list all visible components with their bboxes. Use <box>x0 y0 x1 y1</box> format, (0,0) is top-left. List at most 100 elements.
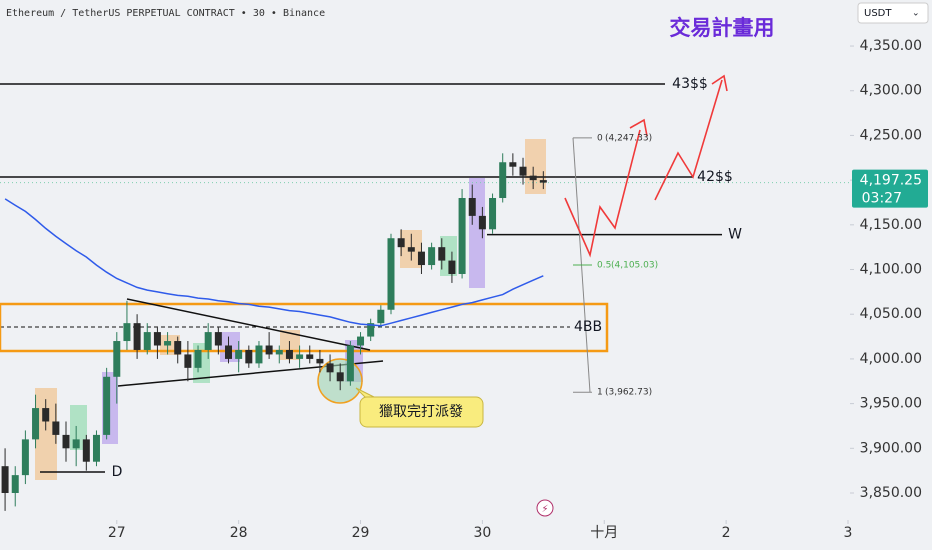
header: Ethereum / TetherUS PERPETUAL CONTRACT •… <box>6 8 325 19</box>
candle-body <box>184 354 192 368</box>
candle-body <box>21 439 29 476</box>
event-glyph: ⚡ <box>541 504 548 515</box>
y-tick-label: 3,950.00 <box>860 396 922 412</box>
fib-price-label: (4,105.03) <box>611 261 658 271</box>
candle-body <box>367 323 375 337</box>
level-label: D <box>112 464 123 480</box>
fib-price-label: (3,962.73) <box>605 388 652 398</box>
fib-level-label: 0.5 <box>597 261 611 271</box>
fib-level-label: 0 <box>597 133 603 143</box>
candle-body <box>285 349 293 359</box>
currency: USDT <box>864 8 892 19</box>
candle-body <box>1 466 9 494</box>
candle-body <box>113 341 121 377</box>
y-tick-label: 3,850.00 <box>860 485 922 501</box>
candle-body <box>519 166 527 176</box>
fib-level-label: 1 <box>597 388 603 398</box>
last-price-label: 4,197.25 <box>860 173 922 189</box>
candle-body <box>336 372 344 382</box>
level-label: 43$$ <box>672 76 708 92</box>
candle-body <box>448 260 456 274</box>
zone-box <box>0 302 609 353</box>
plan-title: 交易計畫用 <box>670 16 775 40</box>
level-label: 4BB <box>574 319 602 335</box>
y-tick-label: 4,250.00 <box>860 127 922 143</box>
candle-body <box>275 349 283 355</box>
countdown: 03:27 <box>862 191 902 207</box>
candle-body <box>438 247 446 261</box>
candle-body <box>509 162 517 167</box>
candle-body <box>103 376 111 435</box>
candle-body <box>265 345 273 355</box>
candle-body <box>52 421 60 435</box>
candle-body <box>387 238 395 310</box>
candle-body <box>489 198 497 230</box>
candle-body <box>204 332 212 350</box>
candle-body <box>539 180 547 183</box>
callout-text: 獵取完打派發 <box>379 403 463 420</box>
candle-body <box>143 332 151 350</box>
candle-body <box>407 247 415 252</box>
candle-body <box>235 349 243 359</box>
candle-body <box>194 349 202 368</box>
candle-body <box>42 408 50 422</box>
candle-body <box>306 354 314 359</box>
grid-layer <box>0 45 854 524</box>
y-tick-label: 4,050.00 <box>860 306 922 322</box>
candle-body <box>417 251 425 266</box>
candle-body <box>82 439 90 462</box>
moving-average <box>4 198 544 327</box>
candle-body <box>153 332 161 346</box>
y-tick-label: 4,150.00 <box>860 217 922 233</box>
candle-body <box>468 198 476 216</box>
plan-arrow <box>654 79 723 201</box>
candle-body <box>397 238 405 248</box>
candle-body <box>346 345 354 382</box>
fib-price-label: (4,247.33) <box>605 133 652 143</box>
x-tick-label: 3 <box>844 525 853 541</box>
x-tick-label: 27 <box>108 525 126 541</box>
candle-body <box>123 323 131 342</box>
last-price-tag <box>852 169 928 208</box>
candle-body <box>11 475 19 494</box>
candle-body <box>164 341 172 346</box>
candle-body <box>499 162 507 199</box>
y-tick-label: 4,350.00 <box>860 38 922 54</box>
candle-body <box>326 363 334 373</box>
trend-line <box>126 298 371 351</box>
arrow-head <box>711 74 728 92</box>
x-tick-label: 30 <box>473 525 491 541</box>
candle-body <box>529 175 537 181</box>
candle-body <box>214 332 222 346</box>
candle-body <box>174 341 182 355</box>
x-tick-label: 28 <box>230 525 248 541</box>
plan-arrow <box>564 129 641 258</box>
callout-box <box>359 396 484 428</box>
event-icon <box>536 499 554 517</box>
y-tick-label: 3,900.00 <box>860 440 922 456</box>
x-tick-label: 29 <box>352 525 370 541</box>
candle-body <box>72 439 80 449</box>
y-tick-label: 4,300.00 <box>860 83 922 99</box>
candle-body <box>458 198 466 274</box>
x-tick-label: 十月 <box>590 525 618 541</box>
candle-body <box>133 323 141 350</box>
currency-caret: ⌄ <box>912 9 920 19</box>
candle-body <box>377 309 385 324</box>
currency-box <box>857 2 929 24</box>
candle-body <box>296 354 304 359</box>
candle-body <box>225 345 233 359</box>
candle-body <box>32 408 40 440</box>
candle-body <box>357 336 365 346</box>
candle-body <box>316 358 324 364</box>
x-tick-label: 2 <box>722 525 731 541</box>
candle-body <box>245 349 253 364</box>
arrow-head <box>629 118 648 137</box>
y-tick-label: 4,100.00 <box>860 262 922 278</box>
candle-body <box>478 215 486 230</box>
level-label: 42$$ <box>697 169 733 185</box>
level-label: W <box>728 227 742 243</box>
candle-body <box>255 345 263 364</box>
